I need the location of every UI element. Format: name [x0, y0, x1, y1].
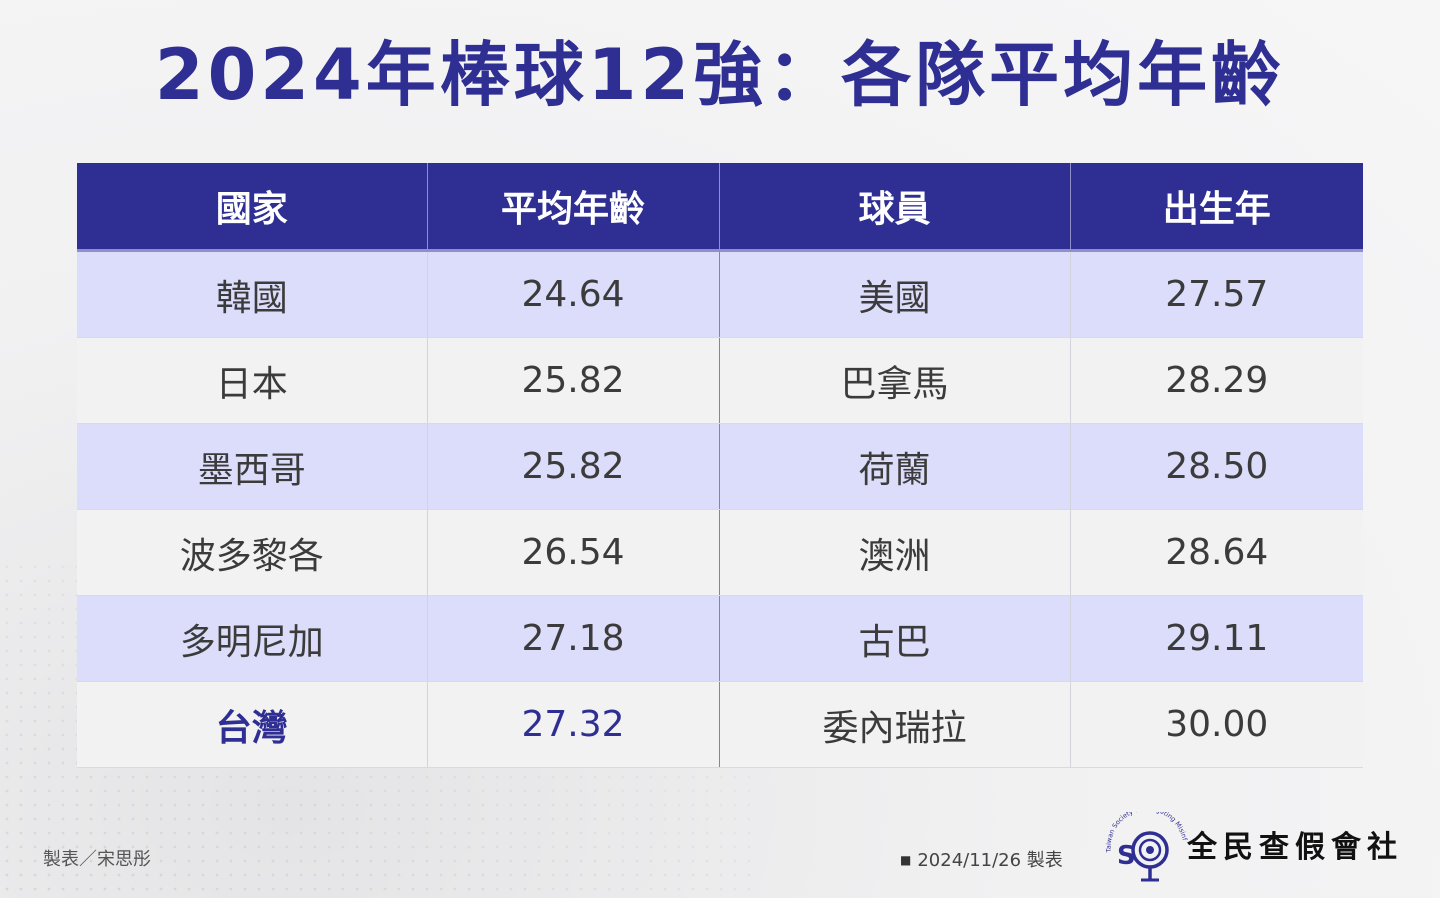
- table-cell: 墨西哥: [77, 423, 427, 510]
- svg-text:S: S: [1117, 841, 1136, 871]
- data-table: 國家 平均年齡 球員 出生年 韓國 24.64 美國 27.57 日本 25.8…: [77, 163, 1363, 768]
- table-cell: 澳洲: [718, 509, 1070, 596]
- table-cell: 28.29: [1069, 337, 1363, 424]
- table-row: 多明尼加 27.18 古巴 29.11: [77, 595, 1363, 682]
- table-cell: 荷蘭: [718, 423, 1070, 510]
- table-row-highlighted: 台灣 27.32 委內瑞拉 30.00: [77, 681, 1363, 768]
- table-cell: 30.00: [1069, 681, 1363, 768]
- date-text: ■ 2024/11/26 製表: [900, 848, 1063, 873]
- table-cell: 28.50: [1069, 423, 1363, 510]
- table-row: 韓國 24.64 美國 27.57: [77, 250, 1363, 338]
- organization-name: 全民查假會社: [1187, 830, 1403, 865]
- table-cell: 24.64: [426, 250, 719, 338]
- table-cell: 25.82: [426, 337, 719, 424]
- table-cell: 巴拿馬: [718, 337, 1070, 424]
- table-cell: 日本: [77, 337, 427, 424]
- table-cell: 25.82: [426, 423, 719, 510]
- table-cell: 委內瑞拉: [718, 681, 1070, 768]
- date-value: 2024/11/26 製表: [917, 850, 1063, 871]
- credit-text: 製表／宋思彤: [43, 849, 151, 870]
- table-cell-highlighted: 27.32: [426, 681, 719, 768]
- table-row: 波多黎各 26.54 澳洲 28.64: [77, 509, 1363, 596]
- magnifier-logo-icon: Taiwan Society for Targeting Misinformat…: [1103, 812, 1189, 882]
- table-cell: 古巴: [718, 595, 1070, 682]
- table-row: 墨西哥 25.82 荷蘭 28.50: [77, 423, 1363, 510]
- table-cell: 美國: [718, 250, 1070, 338]
- table-cell: 28.64: [1069, 509, 1363, 596]
- table-row: 日本 25.82 巴拿馬 28.29: [77, 337, 1363, 424]
- table-cell: 27.57: [1069, 250, 1363, 338]
- column-header-players: 球員: [718, 163, 1070, 252]
- table-cell: 韓國: [77, 250, 427, 338]
- table-cell: 多明尼加: [77, 595, 427, 682]
- column-header-country: 國家: [77, 163, 427, 252]
- bullet-icon: ■: [900, 853, 912, 867]
- table-header-row: 國家 平均年齡 球員 出生年: [77, 163, 1363, 252]
- column-header-birth-year: 出生年: [1069, 163, 1363, 252]
- table-cell: 26.54: [426, 509, 719, 596]
- table-cell: 29.11: [1069, 595, 1363, 682]
- page-title: 2024年棒球12強：各隊平均年齡: [154, 34, 1286, 116]
- table-cell: 27.18: [426, 595, 719, 682]
- table-cell-highlighted: 台灣: [77, 681, 427, 768]
- table-cell: 波多黎各: [77, 509, 427, 596]
- column-header-average-age: 平均年齡: [426, 163, 719, 252]
